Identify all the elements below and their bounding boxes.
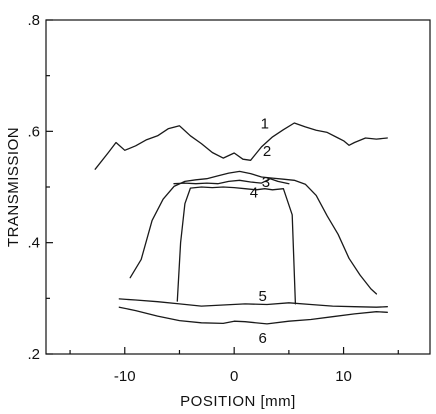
curve-label-4: 4 bbox=[250, 185, 258, 202]
series-line-6 bbox=[118, 306, 388, 325]
curve-label-6: 6 bbox=[258, 330, 266, 347]
curve-label-3: 3 bbox=[262, 174, 270, 191]
x-axis-ticks: -10 0 10 bbox=[69, 347, 399, 385]
series-line-3 bbox=[173, 178, 290, 185]
y-tick-label: .8 bbox=[27, 12, 40, 29]
x-tick-label: -10 bbox=[114, 368, 136, 385]
series-line-1 bbox=[94, 122, 388, 170]
x-axis-title: POSITION [mm] bbox=[180, 393, 296, 410]
curve-label-1: 1 bbox=[261, 116, 269, 133]
series-line-2 bbox=[129, 170, 378, 295]
y-tick-label: .2 bbox=[27, 346, 40, 363]
curve-labels: 1 2 34 5 6 bbox=[250, 116, 271, 347]
y-axis-title: TRANSMISSION bbox=[5, 127, 22, 247]
series-line-4 bbox=[176, 186, 297, 305]
series-line-5 bbox=[118, 298, 388, 308]
x-tick-label: 0 bbox=[230, 368, 238, 385]
y-axis-ticks: .2 .4 .6 .8 bbox=[27, 12, 53, 363]
y-tick-label: .4 bbox=[27, 235, 40, 252]
series-layer bbox=[94, 122, 388, 325]
x-tick-label: 10 bbox=[335, 368, 352, 385]
curve-label-5: 5 bbox=[258, 288, 266, 305]
curve-label-2: 2 bbox=[263, 143, 271, 160]
y-tick-label: .6 bbox=[27, 123, 40, 140]
